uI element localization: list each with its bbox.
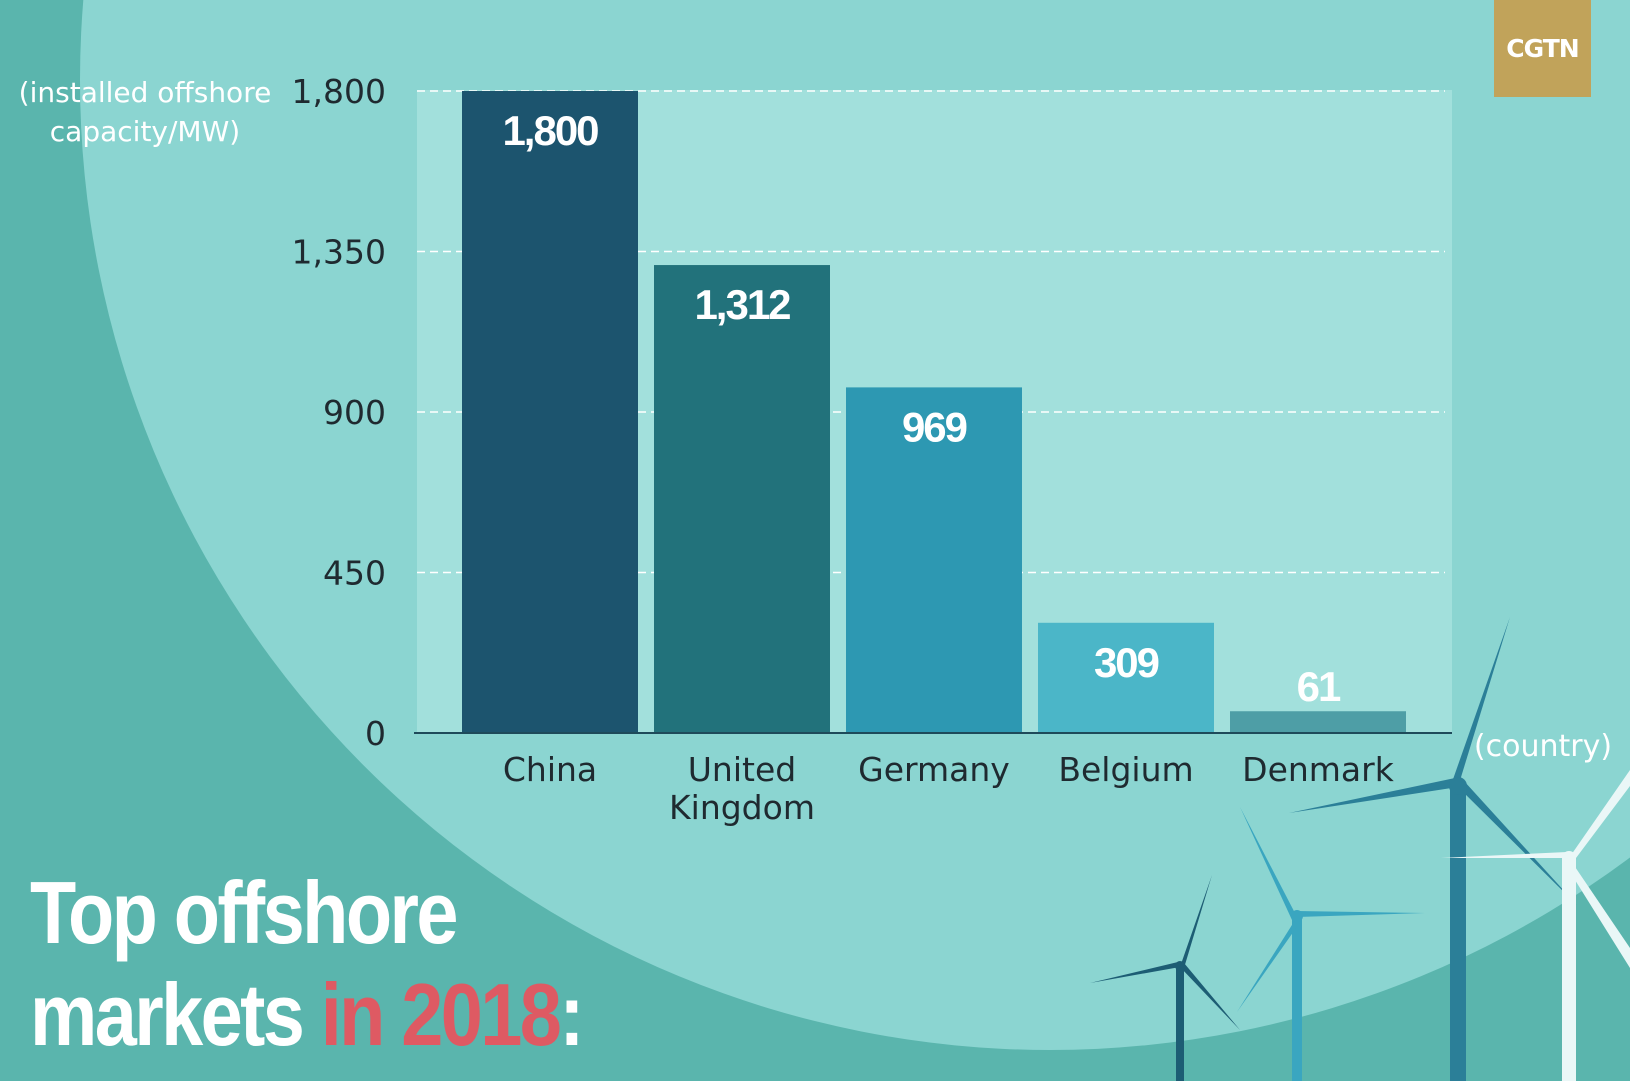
title-line-1: Top offshore	[30, 863, 458, 962]
x-category-label: Belgium	[1058, 750, 1193, 789]
title-line-2-colon: :	[559, 965, 584, 1064]
bar-value-label: 61	[1297, 663, 1341, 710]
cgtn-logo: CGTN	[1494, 0, 1591, 97]
y-axis-title-line2: capacity/MW)	[50, 115, 240, 148]
bar	[1038, 622, 1214, 733]
chart-title: Top offshore markets in 2018:	[30, 862, 585, 1066]
bar	[846, 387, 1022, 733]
title-line-2: markets in 2018:	[30, 964, 585, 1066]
wind-turbine-icon	[1441, 770, 1630, 1081]
y-axis-ticks: 0 450 900 1,350 1,800	[292, 72, 386, 753]
x-category-label: Germany	[858, 750, 1010, 789]
title-highlight: in 2018	[320, 965, 562, 1064]
bar	[1230, 711, 1406, 733]
wind-turbine-icon	[1237, 807, 1425, 1081]
x-axis-title: (country)	[1474, 729, 1612, 764]
bar	[654, 265, 830, 733]
wind-turbine-icon	[1289, 617, 1577, 1081]
y-axis-title-line1: (installed offshore	[19, 76, 272, 109]
bar	[462, 91, 638, 733]
wind-turbine-icon	[1090, 875, 1240, 1081]
x-category-label: China	[503, 750, 597, 789]
bar-value-label: 969	[902, 403, 967, 450]
y-tick-label: 900	[323, 393, 386, 432]
y-tick-label: 1,800	[292, 72, 386, 111]
y-tick-label: 1,350	[292, 233, 386, 272]
bar-value-label: 309	[1094, 639, 1159, 686]
x-category-label: United	[688, 750, 796, 789]
x-category-label: Denmark	[1242, 750, 1395, 789]
bars: 1,800 1,312 969 309 61	[462, 91, 1406, 733]
y-tick-label: 450	[323, 554, 386, 593]
bar-value-label: 1,800	[502, 107, 598, 154]
x-category-label: Kingdom	[669, 788, 815, 827]
title-line-2-text: markets	[30, 965, 321, 1064]
y-tick-label: 0	[365, 714, 386, 753]
bar-value-label: 1,312	[694, 281, 790, 328]
